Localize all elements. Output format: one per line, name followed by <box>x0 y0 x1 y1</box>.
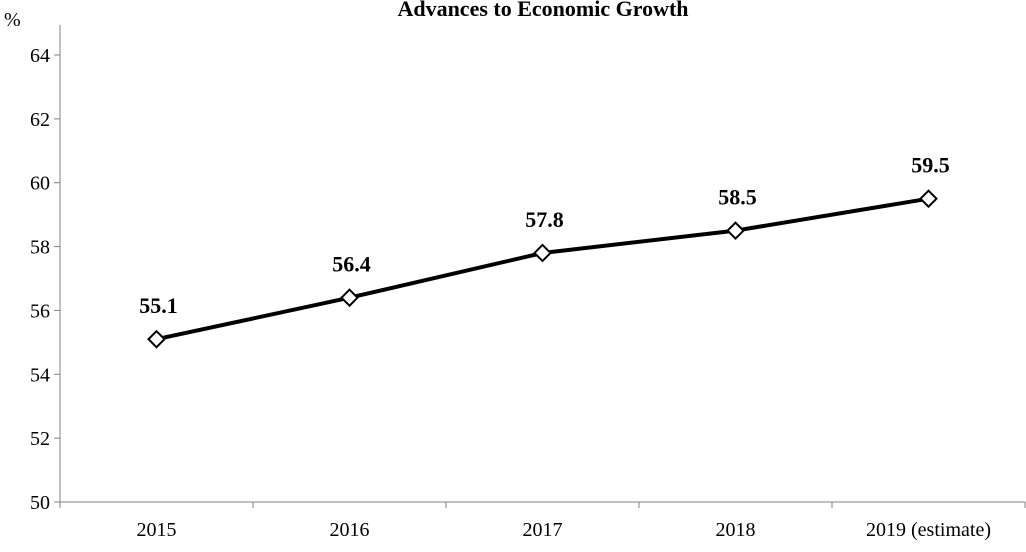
x-tick-label: 2015 <box>137 519 177 541</box>
data-point-2016 <box>340 288 359 308</box>
data-label: 59.5 <box>911 153 950 178</box>
y-tick-label: 52 <box>30 428 50 450</box>
data-label: 58.5 <box>718 185 757 210</box>
chart-title: Advances to Economic Growth <box>397 0 688 21</box>
y-tick-label: 60 <box>30 173 50 195</box>
data-point-2019 <box>919 189 938 209</box>
x-axis-ticks: 2015 2016 2017 2018 2019 (estimate) <box>59 502 1026 541</box>
data-label: 56.4 <box>332 252 371 277</box>
data-point-2018 <box>726 221 745 241</box>
x-tick-label: 2018 <box>716 519 756 541</box>
data-labels-layer: 55.1 56.4 57.8 58.5 59.5 <box>139 153 950 318</box>
chart-axes <box>59 25 1025 503</box>
data-points-layer <box>147 189 938 349</box>
x-tick-label: 2017 <box>523 519 563 541</box>
y-tick-label: 50 <box>30 492 50 514</box>
y-axis-unit-label: % <box>4 9 21 31</box>
y-tick-label: 56 <box>30 300 50 322</box>
y-tick-label: 62 <box>30 109 50 131</box>
y-axis-ticks: 50 52 54 56 58 60 62 64 <box>30 45 60 514</box>
data-point-2015 <box>147 329 166 349</box>
y-tick-label: 58 <box>30 237 50 259</box>
y-tick-label: 54 <box>30 364 50 386</box>
x-tick-label: 2019 (estimate) <box>866 519 991 541</box>
y-tick-label: 64 <box>30 45 50 67</box>
data-point-2017 <box>533 243 552 263</box>
data-label: 57.8 <box>525 207 564 232</box>
x-tick-label: 2016 <box>330 519 370 541</box>
data-label: 55.1 <box>139 293 178 318</box>
